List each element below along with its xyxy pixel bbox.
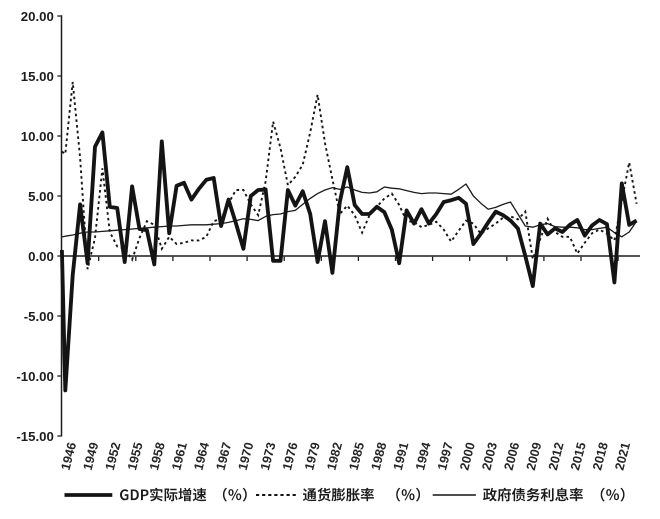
svg-text:1964: 1964 xyxy=(191,441,212,472)
svg-text:1946: 1946 xyxy=(59,441,80,472)
svg-text:1958: 1958 xyxy=(147,441,168,472)
svg-text:-10.00: -10.00 xyxy=(16,369,53,384)
svg-text:2012: 2012 xyxy=(546,441,567,472)
svg-text:2021: 2021 xyxy=(612,441,633,472)
svg-text:1991: 1991 xyxy=(391,441,412,472)
svg-text:2003: 2003 xyxy=(479,441,500,472)
svg-text:2000: 2000 xyxy=(457,441,478,472)
svg-text:1952: 1952 xyxy=(103,441,124,472)
svg-text:1976: 1976 xyxy=(280,441,301,472)
svg-text:20.00: 20.00 xyxy=(21,9,54,24)
svg-text:-15.00: -15.00 xyxy=(16,429,53,444)
svg-text:2015: 2015 xyxy=(568,441,589,472)
svg-text:2018: 2018 xyxy=(590,441,611,472)
svg-text:1967: 1967 xyxy=(214,441,235,472)
svg-text:1955: 1955 xyxy=(125,441,146,472)
svg-text:1997: 1997 xyxy=(435,441,456,472)
svg-text:2009: 2009 xyxy=(524,441,545,472)
svg-text:1979: 1979 xyxy=(302,441,323,472)
svg-text:1973: 1973 xyxy=(258,441,279,472)
svg-text:2006: 2006 xyxy=(502,441,523,472)
svg-text:1994: 1994 xyxy=(413,441,434,472)
svg-text:1982: 1982 xyxy=(324,441,345,472)
svg-text:0.00: 0.00 xyxy=(28,249,54,264)
svg-text:1961: 1961 xyxy=(169,441,190,472)
svg-text:1970: 1970 xyxy=(236,441,257,472)
svg-text:10.00: 10.00 xyxy=(21,129,54,144)
svg-text:-5.00: -5.00 xyxy=(24,309,54,324)
svg-text:1988: 1988 xyxy=(369,441,390,472)
svg-text:1985: 1985 xyxy=(347,441,368,472)
svg-text:1949: 1949 xyxy=(81,441,102,472)
svg-text:15.00: 15.00 xyxy=(21,69,54,84)
svg-text:5.00: 5.00 xyxy=(28,189,54,204)
